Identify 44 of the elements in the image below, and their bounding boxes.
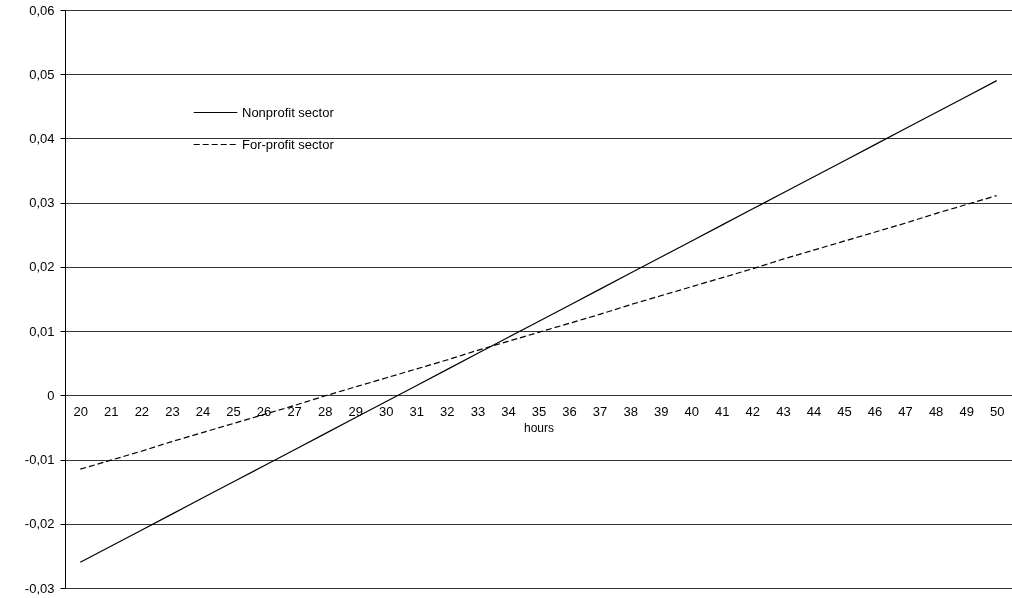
- x-tick-label: 34: [501, 403, 516, 419]
- x-tick-label: 49: [959, 403, 974, 419]
- x-tick-label: 22: [134, 403, 150, 419]
- x-tick-label: 50: [989, 403, 1005, 419]
- x-tick-label: 45: [837, 403, 852, 419]
- x-tick-label: 24: [195, 403, 211, 419]
- x-tick-label: 41: [715, 403, 730, 419]
- y-tick-label: 0,02: [29, 259, 55, 275]
- y-tick-label: 0: [47, 387, 55, 403]
- x-tick-label: 46: [867, 403, 883, 419]
- x-tick-label: 20: [73, 403, 89, 419]
- y-tick-label: 0,01: [29, 323, 55, 339]
- y-tick-label: -0,02: [24, 516, 55, 532]
- x-tick-label: 32: [440, 403, 455, 419]
- x-tick-label: 35: [531, 403, 547, 419]
- x-tick-label: 40: [684, 403, 699, 419]
- x-tick-label: 28: [317, 403, 333, 419]
- x-tick-label: 43: [776, 403, 791, 419]
- legend-label: Nonprofit sector: [242, 104, 335, 120]
- y-tick-label: 0,04: [29, 130, 55, 146]
- legend-label: For-profit sector: [242, 136, 335, 152]
- y-tick-label: -0,03: [24, 580, 55, 596]
- x-tick-label: 25: [226, 403, 241, 419]
- x-tick-label: 30: [379, 403, 394, 419]
- x-tick-label: 26: [256, 403, 272, 419]
- y-tick-label: 0,06: [29, 2, 55, 18]
- x-tick-label: 23: [165, 403, 180, 419]
- x-tick-label: 36: [562, 403, 577, 419]
- x-tick-label: 27: [287, 403, 302, 419]
- y-tick-label: 0,03: [29, 195, 55, 211]
- x-tick-label: 39: [653, 403, 669, 419]
- x-tick-label: 48: [928, 403, 944, 419]
- x-tick-label: 21: [104, 403, 119, 419]
- x-axis-title: hours: [523, 420, 555, 435]
- x-tick-label: 42: [745, 403, 761, 419]
- x-tick-label: 37: [592, 403, 608, 419]
- y-tick-label: 0,05: [29, 66, 55, 82]
- x-tick-label: 38: [623, 403, 638, 419]
- x-tick-label: 47: [898, 403, 913, 419]
- x-tick-label: 33: [470, 403, 486, 419]
- x-tick-label: 44: [806, 403, 822, 419]
- y-tick-label: -0,01: [24, 452, 55, 468]
- x-tick-label: 31: [409, 403, 425, 419]
- x-tick-label: 29: [348, 403, 363, 419]
